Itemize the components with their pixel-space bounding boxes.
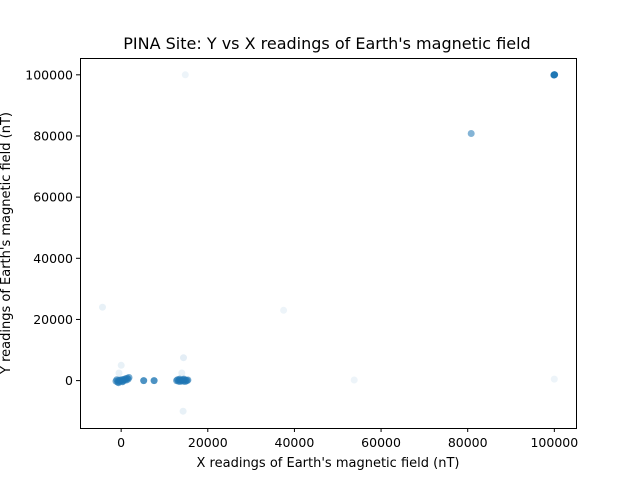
data-point-2 — [551, 71, 559, 79]
y-tick-label: 100000 — [25, 67, 73, 82]
data-point-12 — [115, 369, 123, 377]
y-tick-label: 60000 — [33, 190, 73, 205]
data-point-33 — [119, 378, 126, 386]
data-point-6 — [99, 303, 106, 311]
data-point-3 — [467, 130, 475, 137]
x-axis: 0 20000 40000 60000 80000 100000 — [117, 428, 578, 450]
x-tick-label: 40000 — [275, 435, 315, 450]
data-point-5 — [280, 306, 288, 314]
data-point-31 — [125, 374, 133, 381]
x-tick-label: 100000 — [530, 435, 578, 450]
x-tick-label: 60000 — [361, 435, 401, 450]
data-point-8 — [550, 375, 558, 383]
data-point-7 — [350, 376, 358, 384]
y-axis-label: Y readings of Earth's magnetic field (nT… — [0, 112, 14, 375]
x-tick-label: 20000 — [188, 435, 228, 450]
y-tick-label: 80000 — [33, 128, 73, 143]
data-point-10 — [179, 407, 187, 415]
x-tick-label: 80000 — [448, 435, 488, 450]
data-point-9 — [180, 354, 187, 362]
chart-title: PINA Site: Y vs X readings of Earth's ma… — [123, 34, 530, 53]
y-tick-label: 0 — [65, 373, 73, 388]
plot-frame — [80, 58, 577, 429]
data-point-13 — [178, 369, 186, 377]
x-axis-label: X readings of Earth's magnetic field (nT… — [197, 456, 460, 471]
data-point-11 — [117, 361, 125, 369]
y-axis: 0 20000 40000 60000 80000 100000 — [25, 67, 80, 388]
data-point-49 — [180, 375, 188, 383]
y-tick-label: 20000 — [33, 312, 73, 327]
x-tick-label: 0 — [117, 435, 125, 450]
data-point-15 — [150, 377, 158, 385]
data-point-14 — [140, 377, 148, 385]
data-point-4 — [181, 71, 189, 79]
y-tick-label: 40000 — [33, 251, 73, 266]
points-layer — [99, 71, 559, 415]
